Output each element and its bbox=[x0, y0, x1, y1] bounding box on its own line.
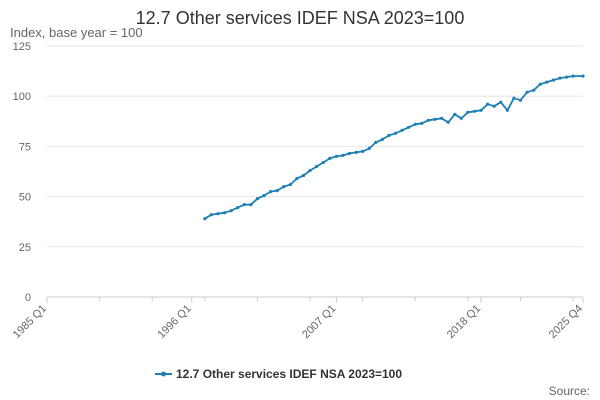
data-point[interactable] bbox=[446, 120, 450, 124]
y-tick-label-0: 0 bbox=[25, 292, 31, 304]
x-tick-label-0: 1985 Q1 bbox=[11, 303, 49, 341]
data-point[interactable] bbox=[565, 75, 569, 79]
data-point[interactable] bbox=[571, 74, 575, 78]
data-point[interactable] bbox=[459, 116, 463, 120]
x-tick-label-4: 2025 Q4 bbox=[547, 303, 585, 341]
data-point[interactable] bbox=[466, 110, 470, 114]
data-point[interactable] bbox=[269, 190, 273, 194]
data-point[interactable] bbox=[229, 209, 233, 213]
x-axis-ticks: 1985 Q1 1996 Q1 2007 Q1 2018 Q1 2025 Q4 bbox=[11, 303, 585, 341]
y-tick-label-1: 25 bbox=[19, 242, 31, 254]
data-point[interactable] bbox=[525, 90, 529, 94]
data-point[interactable] bbox=[440, 116, 444, 120]
data-point[interactable] bbox=[295, 176, 299, 181]
data-point[interactable] bbox=[545, 80, 549, 84]
series-line-0 bbox=[204, 75, 583, 220]
x-tick-label-2: 2007 Q1 bbox=[300, 303, 338, 341]
y-tick-label-4: 100 bbox=[13, 91, 31, 103]
legend-label: 12.7 Other services IDEF NSA 2023=100 bbox=[176, 367, 402, 381]
y-tick-label-2: 50 bbox=[19, 192, 31, 204]
y-tick-label-5: 125 bbox=[13, 41, 31, 53]
data-point[interactable] bbox=[288, 183, 292, 187]
data-point[interactable] bbox=[472, 109, 477, 113]
data-point[interactable] bbox=[433, 117, 437, 121]
data-point[interactable] bbox=[341, 153, 345, 157]
data-point[interactable] bbox=[209, 213, 213, 217]
legend-marker bbox=[161, 371, 166, 377]
data-point[interactable] bbox=[518, 98, 523, 102]
data-point[interactable] bbox=[334, 154, 338, 158]
data-point[interactable] bbox=[551, 78, 556, 82]
data-point[interactable] bbox=[505, 108, 509, 112]
y-axis-label: Index, base year = 100 bbox=[10, 25, 143, 40]
data-point[interactable] bbox=[407, 125, 411, 129]
data-point[interactable] bbox=[223, 211, 227, 215]
data-point[interactable] bbox=[236, 206, 240, 210]
legend[interactable]: 12.7 Other services IDEF NSA 2023=100 bbox=[155, 367, 402, 381]
x-tick-label-3: 2018 Q1 bbox=[445, 303, 483, 341]
data-point[interactable] bbox=[532, 88, 536, 92]
data-point[interactable] bbox=[420, 121, 424, 125]
data-point[interactable] bbox=[499, 100, 503, 104]
data-point[interactable] bbox=[374, 140, 378, 144]
data-point[interactable] bbox=[413, 122, 417, 126]
data-point[interactable] bbox=[249, 203, 253, 207]
data-point[interactable] bbox=[347, 151, 352, 155]
y-axis-ticks: 0 25 50 75 100 125 bbox=[13, 41, 31, 304]
y-tick-label-3: 75 bbox=[19, 141, 31, 153]
data-point[interactable] bbox=[558, 76, 562, 80]
data-point[interactable] bbox=[275, 189, 279, 193]
data-point[interactable] bbox=[308, 168, 312, 173]
data-point[interactable] bbox=[282, 185, 286, 189]
data-point[interactable] bbox=[512, 96, 516, 100]
data-point[interactable] bbox=[479, 108, 483, 112]
x-axis bbox=[46, 296, 584, 303]
data-point[interactable] bbox=[328, 156, 332, 160]
data-point[interactable] bbox=[492, 104, 496, 108]
data-point[interactable] bbox=[361, 149, 365, 153]
data-point[interactable] bbox=[387, 133, 391, 137]
data-point[interactable] bbox=[255, 197, 260, 201]
data-point[interactable] bbox=[486, 102, 490, 106]
grid bbox=[47, 45, 583, 248]
data-point[interactable] bbox=[354, 150, 358, 154]
data-point[interactable] bbox=[581, 74, 585, 78]
data-point[interactable] bbox=[315, 164, 319, 169]
data-point[interactable] bbox=[538, 82, 542, 86]
data-point[interactable] bbox=[380, 137, 384, 141]
data-point[interactable] bbox=[203, 217, 207, 221]
data-point[interactable] bbox=[242, 203, 246, 207]
data-point[interactable] bbox=[394, 131, 398, 135]
source-label: Source: bbox=[549, 384, 590, 398]
x-tick-label-1: 1996 Q1 bbox=[155, 303, 193, 341]
data-point[interactable] bbox=[262, 194, 266, 198]
data-point[interactable] bbox=[321, 160, 325, 165]
plot-area bbox=[203, 74, 585, 221]
data-point[interactable] bbox=[453, 112, 457, 116]
data-point[interactable] bbox=[367, 146, 371, 150]
data-point[interactable] bbox=[426, 118, 430, 122]
data-point[interactable] bbox=[400, 128, 404, 132]
data-point[interactable] bbox=[301, 173, 306, 178]
data-point[interactable] bbox=[216, 212, 220, 216]
chart-title: 12.7 Other services IDEF NSA 2023=100 bbox=[136, 8, 465, 28]
